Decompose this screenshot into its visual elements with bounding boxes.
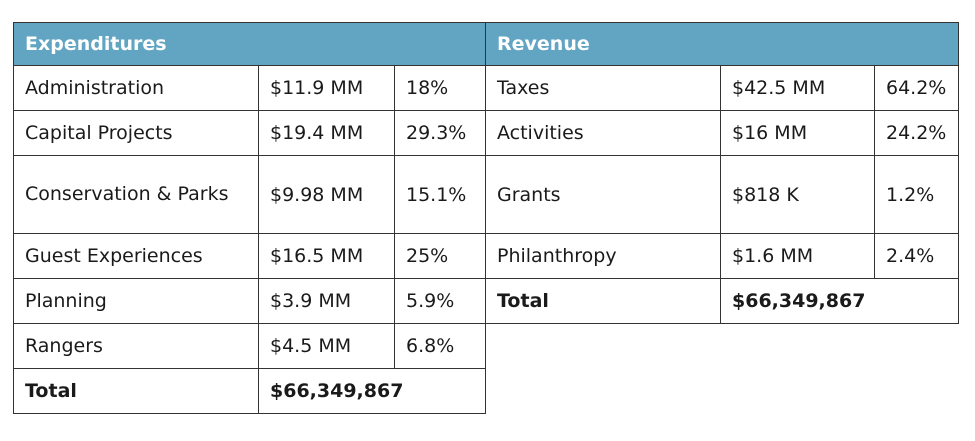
revenue-amount: $818 K: [720, 155, 875, 234]
table-row: Rangers $4.5 MM 6.8%: [13, 323, 486, 369]
revenue-total-row: Total $66,349,867: [485, 278, 959, 324]
table-row: Planning $3.9 MM 5.9%: [13, 278, 486, 324]
table-row: Activities $16 MM 24.2%: [485, 110, 959, 156]
revenue-name: Taxes: [485, 65, 721, 111]
expenditure-name: Conservation & Parks: [13, 155, 259, 234]
expenditures-total-value: $66,349,867: [258, 368, 486, 414]
revenue-title: Revenue: [485, 22, 959, 66]
expenditure-percent: 18%: [394, 65, 486, 111]
revenue-total-value: $66,349,867: [720, 278, 959, 324]
expenditure-percent: 25%: [394, 233, 486, 279]
revenue-percent: 2.4%: [874, 233, 959, 279]
table-row: Guest Experiences $16.5 MM 25%: [13, 233, 486, 279]
expenditure-amount: $3.9 MM: [258, 278, 395, 324]
expenditure-percent: 6.8%: [394, 323, 486, 369]
expenditure-amount: $16.5 MM: [258, 233, 395, 279]
expenditure-amount: $9.98 MM: [258, 155, 395, 234]
expenditures-total-row: Total $66,349,867: [13, 368, 486, 414]
expenditure-percent: 5.9%: [394, 278, 486, 324]
expenditure-amount: $4.5 MM: [258, 323, 395, 369]
revenue-name: Philanthropy: [485, 233, 721, 279]
revenue-percent: 1.2%: [874, 155, 959, 234]
expenditures-header-row: Expenditures: [13, 22, 486, 66]
revenue-percent: 24.2%: [874, 110, 959, 156]
revenue-header-row: Revenue: [485, 22, 959, 66]
table-row: Taxes $42.5 MM 64.2%: [485, 65, 959, 111]
revenue-name: Grants: [485, 155, 721, 234]
revenue-table: Revenue Taxes $42.5 MM 64.2% Activities …: [485, 22, 959, 324]
expenditures-table: Expenditures Administration $11.9 MM 18%…: [13, 22, 486, 414]
table-row: Administration $11.9 MM 18%: [13, 65, 486, 111]
table-row: Conservation & Parks $9.98 MM 15.1%: [13, 155, 486, 234]
expenditure-name: Capital Projects: [13, 110, 259, 156]
revenue-percent: 64.2%: [874, 65, 959, 111]
revenue-amount: $1.6 MM: [720, 233, 875, 279]
expenditures-total-label: Total: [13, 368, 259, 414]
revenue-name: Activities: [485, 110, 721, 156]
expenditure-name: Planning: [13, 278, 259, 324]
table-row: Grants $818 K 1.2%: [485, 155, 959, 234]
expenditure-name: Administration: [13, 65, 259, 111]
table-row: Capital Projects $19.4 MM 29.3%: [13, 110, 486, 156]
expenditure-percent: 29.3%: [394, 110, 486, 156]
expenditure-amount: $11.9 MM: [258, 65, 395, 111]
table-row: Philanthropy $1.6 MM 2.4%: [485, 233, 959, 279]
revenue-amount: $42.5 MM: [720, 65, 875, 111]
revenue-total-label: Total: [485, 278, 721, 324]
expenditures-title: Expenditures: [13, 22, 486, 66]
revenue-amount: $16 MM: [720, 110, 875, 156]
expenditure-percent: 15.1%: [394, 155, 486, 234]
expenditure-name: Guest Experiences: [13, 233, 259, 279]
expenditure-name: Rangers: [13, 323, 259, 369]
expenditure-amount: $19.4 MM: [258, 110, 395, 156]
